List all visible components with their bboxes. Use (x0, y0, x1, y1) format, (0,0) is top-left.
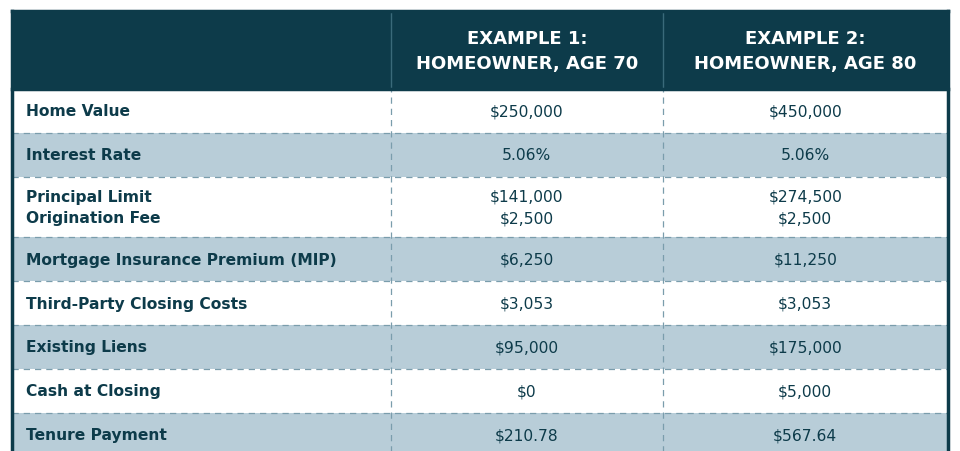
Bar (12, 133, 948, 178)
Bar (12, 325, 948, 369)
Bar (12, 12, 948, 90)
Text: $11,250: $11,250 (774, 252, 837, 267)
Bar (12, 281, 948, 325)
Text: $175,000: $175,000 (768, 340, 842, 355)
Text: $6,250: $6,250 (499, 252, 554, 267)
Bar (12, 90, 948, 133)
Text: $5,000: $5,000 (779, 384, 832, 399)
Text: Existing Liens: Existing Liens (26, 340, 147, 355)
Text: Interest Rate: Interest Rate (26, 148, 141, 163)
Text: $210.78: $210.78 (495, 428, 559, 442)
Text: 5.06%: 5.06% (502, 148, 551, 163)
Text: $567.64: $567.64 (773, 428, 837, 442)
Text: Home Value: Home Value (26, 104, 130, 119)
Text: $450,000: $450,000 (768, 104, 842, 119)
Bar (12, 369, 948, 413)
Text: EXAMPLE 1:
HOMEOWNER, AGE 70: EXAMPLE 1: HOMEOWNER, AGE 70 (416, 29, 638, 72)
Text: 5.06%: 5.06% (780, 148, 829, 163)
Text: Principal Limit
Origination Fee: Principal Limit Origination Fee (26, 189, 160, 226)
Text: Cash at Closing: Cash at Closing (26, 384, 160, 399)
Bar (12, 178, 948, 238)
Text: $0: $0 (517, 384, 537, 399)
Text: $95,000: $95,000 (494, 340, 559, 355)
Text: $141,000
$2,500: $141,000 $2,500 (490, 189, 564, 226)
Text: Tenure Payment: Tenure Payment (26, 428, 167, 442)
Text: $3,053: $3,053 (779, 296, 832, 311)
Text: $274,500
$2,500: $274,500 $2,500 (768, 189, 842, 226)
Text: $3,053: $3,053 (500, 296, 554, 311)
Text: EXAMPLE 2:
HOMEOWNER, AGE 80: EXAMPLE 2: HOMEOWNER, AGE 80 (694, 29, 917, 72)
Bar (12, 238, 948, 281)
Text: $250,000: $250,000 (490, 104, 564, 119)
Text: Third-Party Closing Costs: Third-Party Closing Costs (26, 296, 248, 311)
Bar (12, 413, 948, 451)
Text: Mortgage Insurance Premium (MIP): Mortgage Insurance Premium (MIP) (26, 252, 337, 267)
